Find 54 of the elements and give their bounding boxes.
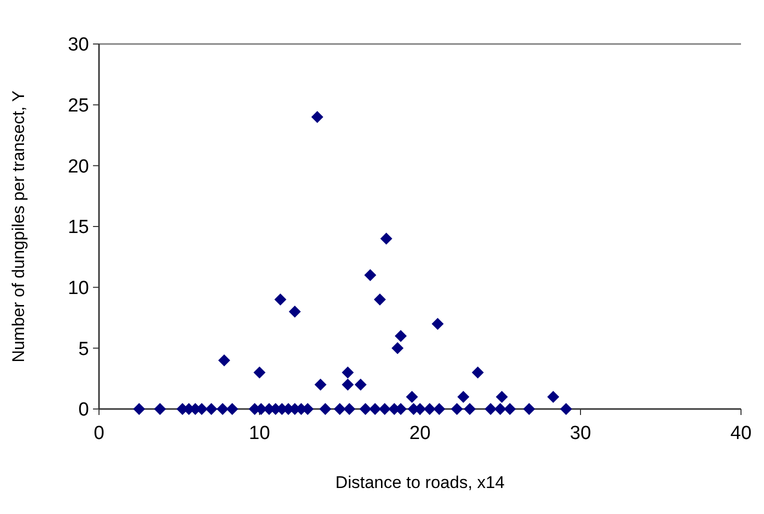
y-tick-label: 10: [68, 278, 89, 299]
point: [496, 390, 508, 403]
point: [218, 354, 230, 366]
point: [216, 403, 229, 415]
point: [484, 403, 497, 415]
point: [378, 403, 391, 415]
point: [226, 403, 238, 415]
point: [424, 403, 436, 415]
point: [359, 403, 372, 415]
point: [319, 403, 332, 415]
point: [343, 403, 356, 415]
point: [504, 403, 516, 415]
point: [311, 111, 324, 123]
y-tick-label: 30: [68, 34, 89, 56]
y-tick-label: 5: [78, 338, 89, 360]
point: [274, 294, 286, 306]
point: [433, 403, 446, 415]
point: [154, 403, 166, 415]
point: [369, 403, 382, 415]
point: [133, 403, 146, 415]
point: [472, 366, 484, 378]
point: [354, 378, 367, 391]
point: [394, 330, 407, 342]
point: [457, 390, 470, 403]
x-axis-title: Distance to roads, x14: [335, 473, 505, 492]
x-tick-label: 0: [94, 423, 104, 444]
point: [432, 318, 444, 330]
point: [547, 390, 560, 403]
y-tick-label: 15: [68, 217, 89, 238]
y-tick-label: 20: [68, 156, 89, 178]
point: [523, 403, 536, 415]
x-tick-label: 30: [570, 423, 592, 444]
point: [342, 366, 354, 378]
point: [334, 403, 346, 415]
y-tick-label: 25: [68, 95, 89, 116]
point: [254, 366, 266, 378]
point: [560, 403, 572, 415]
y-axis-title: Number of dungpiles per transect, Y: [9, 90, 28, 362]
x-tick-label: 10: [248, 423, 270, 444]
point: [494, 403, 506, 415]
point: [450, 403, 463, 415]
point: [406, 390, 418, 403]
point: [392, 342, 404, 354]
point: [464, 403, 476, 415]
point: [205, 403, 218, 415]
point: [380, 232, 392, 245]
point: [342, 378, 354, 391]
point: [314, 378, 326, 391]
x-tick-label: 40: [730, 423, 752, 444]
point: [288, 306, 301, 318]
x-tick-label: 20: [409, 423, 431, 444]
point: [374, 294, 386, 306]
y-tick-label: 0: [78, 400, 89, 421]
point: [364, 269, 376, 282]
